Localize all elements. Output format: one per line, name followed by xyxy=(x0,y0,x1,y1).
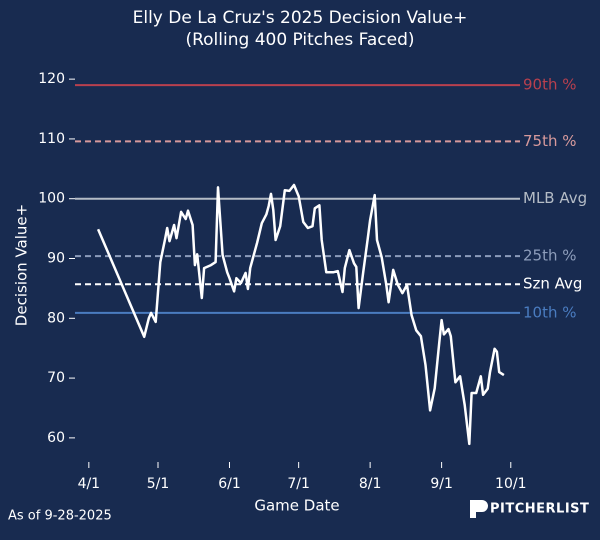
reference-label: 75th % xyxy=(523,132,577,150)
y-tick-label: 80 xyxy=(47,310,65,326)
footnote: As of 9-28-2025 xyxy=(8,509,112,524)
x-tick-label: 10/1 xyxy=(495,476,526,492)
x-tick-label: 7/1 xyxy=(287,476,310,492)
y-tick-label: 90 xyxy=(47,251,65,267)
reference-label: 25th % xyxy=(523,247,577,265)
x-tick-label: 6/1 xyxy=(218,476,241,492)
y-tick-label: 60 xyxy=(47,430,65,446)
reference-label: MLB Avg xyxy=(523,189,587,207)
x-axis-label: Game Date xyxy=(254,497,339,515)
x-tick-label: 9/1 xyxy=(430,476,453,492)
y-tick-label: 110 xyxy=(38,131,65,147)
y-axis-label: Decision Value+ xyxy=(13,204,31,326)
x-tick-label: 5/1 xyxy=(147,476,170,492)
reference-label: 90th % xyxy=(523,76,577,94)
data-line xyxy=(96,183,505,446)
logo-text: PITCHERLIST xyxy=(490,502,589,517)
logo-icon xyxy=(470,500,488,518)
x-tick-label: 4/1 xyxy=(78,476,101,492)
reference-label: Szn Avg xyxy=(523,275,582,293)
chart-title: Elly De La Cruz's 2025 Decision Value+ xyxy=(133,8,468,28)
x-tick-label: 8/1 xyxy=(359,476,382,492)
chart-subtitle: (Rolling 400 Pitches Faced) xyxy=(185,30,414,50)
y-tick-label: 120 xyxy=(38,71,65,87)
y-tick-label: 70 xyxy=(47,370,65,386)
y-tick-label: 100 xyxy=(38,191,65,207)
reference-label: 10th % xyxy=(523,303,577,321)
